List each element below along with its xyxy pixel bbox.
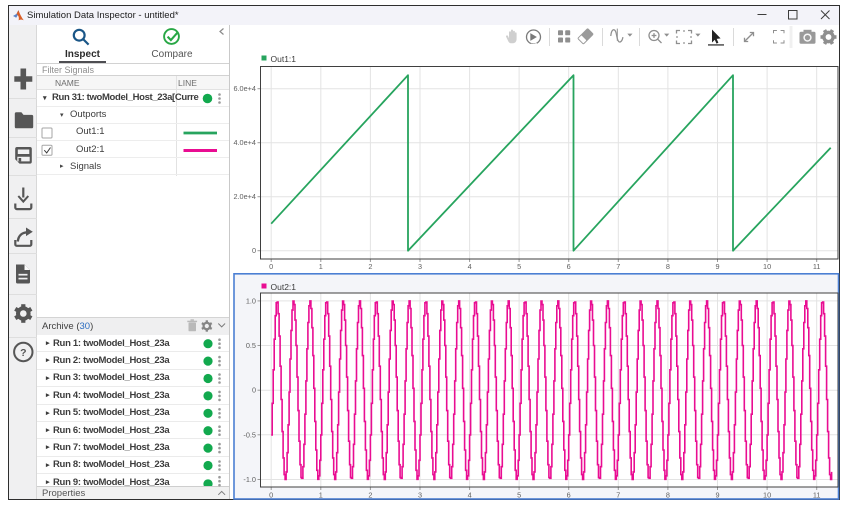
svg-text:6: 6 <box>567 262 571 271</box>
svg-text:9: 9 <box>715 491 719 500</box>
svg-text:0: 0 <box>252 386 256 395</box>
svg-text:1.0: 1.0 <box>246 296 256 305</box>
svg-text:3: 3 <box>418 262 422 271</box>
svg-text:-1.0: -1.0 <box>243 475 256 484</box>
svg-text:2: 2 <box>368 491 372 500</box>
svg-text:6.0e+4: 6.0e+4 <box>233 84 256 93</box>
svg-text:11: 11 <box>813 262 821 271</box>
svg-text:?: ? <box>20 347 26 359</box>
svg-text:0: 0 <box>269 491 273 500</box>
svg-text:7: 7 <box>616 262 620 271</box>
svg-text:10: 10 <box>763 262 771 271</box>
svg-text:Out2:1: Out2:1 <box>271 282 297 292</box>
svg-text:7: 7 <box>616 491 620 500</box>
svg-text:8: 8 <box>666 262 670 271</box>
svg-text:5: 5 <box>517 491 521 500</box>
svg-text:6: 6 <box>567 491 571 500</box>
svg-text:4: 4 <box>468 262 472 271</box>
svg-text:9: 9 <box>715 262 719 271</box>
svg-text:4: 4 <box>468 491 472 500</box>
svg-text:0: 0 <box>269 262 273 271</box>
svg-text:1: 1 <box>319 491 323 500</box>
svg-text:0.5: 0.5 <box>246 341 256 350</box>
svg-text:2: 2 <box>368 262 372 271</box>
svg-text:3: 3 <box>418 491 422 500</box>
svg-text:2.0e+4: 2.0e+4 <box>233 192 256 201</box>
svg-text:4.0e+4: 4.0e+4 <box>233 138 256 147</box>
svg-text:0: 0 <box>252 246 256 255</box>
svg-text:10: 10 <box>763 491 771 500</box>
svg-text:Out1:1: Out1:1 <box>271 54 297 64</box>
svg-text:1: 1 <box>319 262 323 271</box>
svg-text:11: 11 <box>813 491 821 500</box>
svg-text:-0.5: -0.5 <box>243 430 256 439</box>
svg-text:5: 5 <box>517 262 521 271</box>
svg-text:8: 8 <box>666 491 670 500</box>
